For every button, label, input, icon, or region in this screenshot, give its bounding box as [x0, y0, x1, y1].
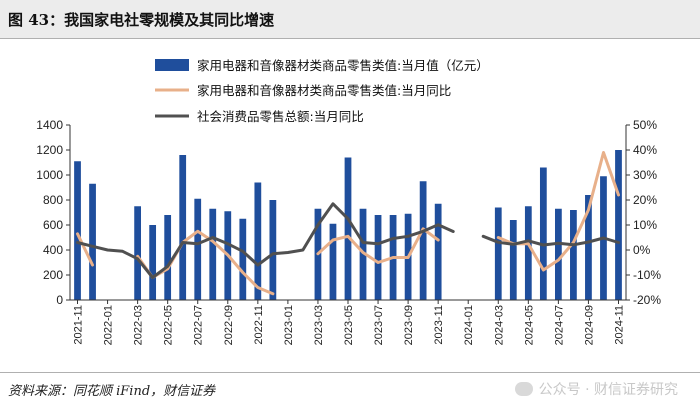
figure-title-bar: 图 43：我国家电社零规模及其同比增速: [0, 0, 700, 39]
bar: [344, 157, 352, 300]
x-tick-label: 2022-09: [223, 305, 235, 345]
left-tick-label: 200: [43, 268, 63, 282]
x-tick-label: 2023-09: [403, 305, 415, 345]
right-tick-label: 50%: [633, 118, 657, 132]
series-line-1: [76, 232, 94, 267]
bar: [419, 181, 427, 300]
legend-swatch-bar: [155, 59, 189, 71]
bar: [329, 223, 337, 300]
x-tick-label: 2024-05: [523, 305, 535, 345]
source-note: 资料来源：同花顺 iFind，财信证券: [8, 384, 216, 399]
bar: [134, 206, 142, 300]
bar: [570, 210, 577, 300]
bar: [434, 203, 442, 300]
series-line-1: [316, 227, 440, 264]
bar: [494, 207, 502, 300]
x-tick-label: 2022-07: [193, 305, 205, 345]
wechat-icon: [514, 382, 533, 396]
right-tick-label: -10%: [633, 268, 661, 282]
bar: [615, 150, 622, 300]
left-tick-label: 800: [43, 193, 63, 207]
bar: [269, 200, 277, 300]
bar: [554, 208, 562, 300]
watermark-text: 公众号 · 财信证券研究: [538, 382, 678, 398]
x-tick-label: 2023-07: [373, 305, 385, 345]
x-tick-label: 2022-01: [103, 305, 115, 345]
series-line-2: [481, 234, 620, 247]
left-tick-label: 0: [56, 293, 63, 307]
bar: [509, 220, 517, 300]
x-tick-label: 2022-05: [163, 305, 175, 345]
bar: [374, 215, 382, 300]
bar: [164, 215, 172, 300]
x-tick-label: 2023-01: [283, 305, 295, 345]
bar: [74, 161, 81, 300]
legend-label: 社会消费品零售总额:当月同比: [197, 109, 364, 124]
bar: [585, 195, 592, 300]
bar: [179, 155, 187, 300]
bar: [254, 182, 262, 300]
watermark: 公众号 · 财信证券研究: [514, 379, 678, 399]
x-tick-label: 2021-11: [73, 305, 85, 345]
legend-label: 家用电器和音像器材类商品零售类值:当月值（亿元）: [197, 58, 489, 73]
x-tick-label: 2024-09: [583, 305, 595, 345]
bar: [89, 183, 96, 300]
left-tick-label: 1000: [36, 168, 63, 182]
bar: [194, 198, 202, 300]
x-tick-label: 2024-03: [493, 305, 505, 345]
bar: [524, 206, 532, 300]
bar: [359, 208, 367, 300]
bar: [239, 218, 247, 300]
right-tick-label: 20%: [633, 193, 657, 207]
bar: [209, 208, 217, 300]
left-tick-label: 600: [43, 218, 63, 232]
x-tick-label: 2022-03: [133, 305, 145, 345]
legend-label: 家用电器和音像器材类商品零售类值:当月同比: [197, 83, 451, 98]
left-tick-label: 1400: [36, 118, 63, 132]
x-tick-label: 2023-11: [433, 305, 445, 345]
x-tick-label: 2024-07: [553, 305, 565, 345]
figure-title: 图 43：我国家电社零规模及其同比增速: [8, 11, 275, 29]
right-tick-label: 40%: [633, 143, 657, 157]
right-tick-label: 0%: [633, 243, 651, 257]
series-line-2: [76, 202, 455, 279]
left-tick-label: 1200: [36, 143, 63, 157]
x-tick-label: 2022-11: [253, 305, 265, 345]
right-tick-label: -20%: [633, 293, 661, 307]
x-tick-label: 2023-03: [313, 305, 325, 345]
figure-footer: 资料来源：同花顺 iFind，财信证券 公众号 · 财信证券研究: [0, 372, 700, 403]
left-tick-label: 400: [43, 243, 63, 257]
x-tick-label: 2023-05: [343, 305, 355, 345]
bar: [149, 225, 157, 300]
x-tick-label: 2024-11: [613, 305, 625, 345]
combo-chart: 0 200 400 600 800 1000 1200 1400 -20% -10% 0% 10% 20…: [36, 58, 661, 345]
right-tick-label: 30%: [633, 168, 657, 182]
bar: [539, 167, 547, 300]
right-tick-label: 10%: [633, 218, 657, 232]
x-tick-label: 2024-01: [463, 305, 475, 345]
